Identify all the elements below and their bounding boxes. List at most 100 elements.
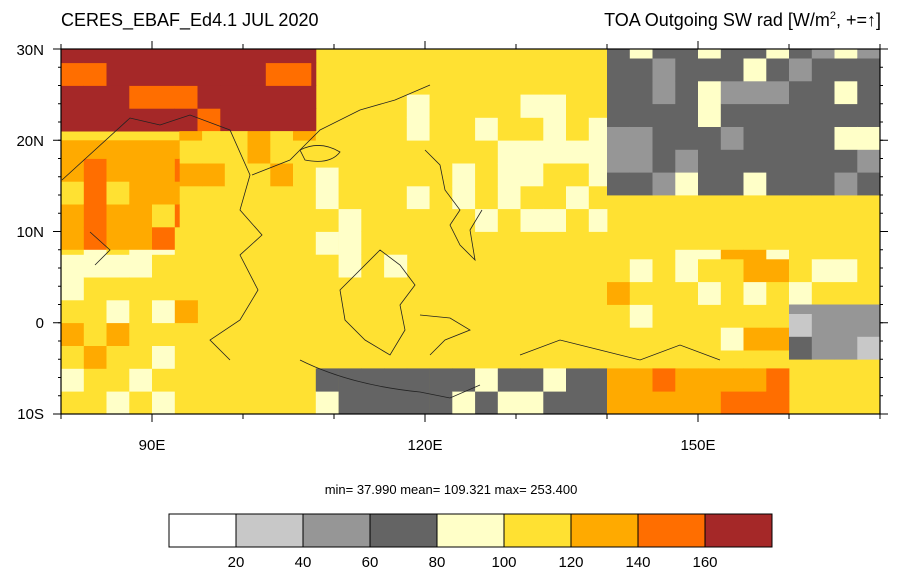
map-cell xyxy=(520,368,544,392)
map-cell xyxy=(129,345,153,369)
map-cell xyxy=(675,80,699,105)
map-cell xyxy=(152,277,176,301)
colorbar-label: 40 xyxy=(294,554,312,571)
map-cell xyxy=(83,158,107,182)
map-cell xyxy=(106,62,130,86)
map-cell xyxy=(720,149,744,173)
map-cell xyxy=(220,108,244,132)
map-cell xyxy=(338,368,362,392)
map-cell xyxy=(197,85,221,109)
map-title-left: CERES_EBAF_Ed4.1 JUL 2020 xyxy=(61,10,319,30)
map-cell xyxy=(384,391,408,415)
lat-label-10s: 10S xyxy=(17,406,44,423)
map-cell xyxy=(174,226,180,251)
map-cell xyxy=(452,140,476,164)
lon-label-150e: 150E xyxy=(680,437,715,454)
map-cell xyxy=(452,208,476,232)
map-cell xyxy=(766,58,790,82)
map-cell xyxy=(834,249,858,260)
map-cell xyxy=(429,368,453,392)
map-cell xyxy=(629,172,653,196)
colorbar-label: 100 xyxy=(491,554,517,571)
map-cell xyxy=(857,80,881,105)
colorbar-box xyxy=(503,513,572,548)
map-cell xyxy=(811,103,835,127)
map-cell xyxy=(406,368,430,392)
map-cell xyxy=(811,304,835,314)
map-cell xyxy=(106,140,130,159)
map-cell xyxy=(202,163,226,187)
map-cell xyxy=(834,281,858,305)
map-cell xyxy=(361,167,385,187)
map-cell xyxy=(83,254,107,278)
map-cell xyxy=(566,117,590,141)
map-cell xyxy=(106,181,130,205)
map-cell xyxy=(834,58,858,82)
map-cell xyxy=(566,140,590,164)
map-cell xyxy=(698,58,722,82)
map-cell xyxy=(543,391,567,415)
map-cell xyxy=(288,62,312,86)
map-cell xyxy=(857,172,881,196)
map-cell xyxy=(675,126,699,150)
map-cell xyxy=(834,336,858,360)
map-cell xyxy=(270,131,294,141)
map-cell xyxy=(652,391,676,415)
map-cell xyxy=(720,126,744,150)
map-cell xyxy=(543,208,567,232)
map-cell xyxy=(834,126,858,150)
map-cell xyxy=(61,140,85,159)
map-cell xyxy=(588,208,608,232)
map-cell xyxy=(220,49,244,64)
map-cell xyxy=(629,58,653,82)
map-cell xyxy=(497,140,521,164)
map-cell xyxy=(106,345,130,369)
map-cell xyxy=(61,62,85,86)
colorbar-boxes xyxy=(168,513,773,548)
map-cell xyxy=(607,58,631,82)
map-cell xyxy=(743,80,767,105)
map-cell xyxy=(543,94,567,118)
map-cell xyxy=(106,108,130,132)
map-cell xyxy=(766,258,790,283)
map-cell xyxy=(475,94,499,118)
map-cell xyxy=(497,94,521,118)
map-cell xyxy=(152,140,176,159)
map-cell xyxy=(293,163,317,187)
map-cell xyxy=(129,254,153,278)
map-cell xyxy=(766,281,790,305)
map-cell xyxy=(361,391,385,415)
map-cell xyxy=(83,49,107,64)
map-cell xyxy=(452,163,476,187)
map-cell xyxy=(197,62,221,86)
coastlines xyxy=(61,84,721,399)
map-cell xyxy=(675,281,699,305)
map-cell xyxy=(152,226,176,251)
map-cell xyxy=(129,181,153,205)
map-cell xyxy=(429,208,453,232)
map-cell xyxy=(129,299,153,324)
map-cell xyxy=(497,368,521,392)
title-right-tail: , +=↑] xyxy=(835,10,881,30)
map-cell xyxy=(629,281,653,305)
map-cell xyxy=(834,258,858,283)
map-cell xyxy=(361,231,385,255)
map-cell xyxy=(338,254,362,278)
map-cell xyxy=(361,208,385,232)
map-cell xyxy=(543,140,567,164)
map-cell xyxy=(520,185,544,210)
map-cell xyxy=(743,49,767,59)
lat-label-0: 0 xyxy=(36,315,44,332)
map-cell xyxy=(720,172,744,196)
map-cell xyxy=(720,58,744,82)
map-cell xyxy=(247,140,271,164)
map-cell xyxy=(543,117,567,141)
map-cell xyxy=(857,103,881,127)
map-cell xyxy=(174,345,198,369)
map-cell xyxy=(720,249,744,260)
map-cell xyxy=(174,62,198,86)
map-cell xyxy=(384,254,408,278)
map-cell xyxy=(497,117,521,141)
map-cell xyxy=(652,368,676,392)
map-cell xyxy=(83,181,107,205)
